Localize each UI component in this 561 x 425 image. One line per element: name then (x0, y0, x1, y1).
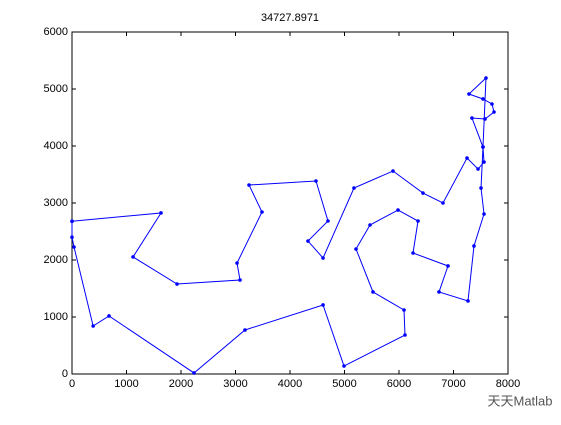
x-tick-label: 2000 (169, 378, 193, 390)
route-point (470, 116, 474, 120)
y-tick-label: 0 (62, 368, 68, 380)
y-tick-label: 4000 (44, 140, 68, 152)
x-tick-label: 4000 (278, 378, 302, 390)
route-point (481, 97, 485, 101)
x-tick-label: 6000 (387, 378, 411, 390)
route-point (402, 308, 406, 312)
route-point (159, 211, 163, 215)
route-point (91, 324, 95, 328)
route-point (483, 117, 487, 121)
x-tick-label: 1000 (114, 378, 138, 390)
route-point (411, 251, 415, 255)
y-tick-label: 3000 (44, 197, 68, 209)
route-point (492, 110, 496, 114)
chart-title: 34727.8971 (261, 12, 319, 24)
x-tick-label: 5000 (332, 378, 356, 390)
route-point (481, 145, 485, 149)
route-point (70, 219, 74, 224)
route-point (314, 179, 318, 183)
route-point (192, 371, 196, 375)
route-point (175, 282, 179, 286)
route-point (371, 290, 375, 294)
route-point (238, 278, 242, 282)
route-point (396, 208, 400, 212)
route-point (476, 167, 480, 171)
route-point (482, 212, 486, 216)
route-point (437, 290, 441, 294)
route-point (416, 219, 420, 223)
route-point (235, 261, 239, 265)
y-tick-label: 5000 (44, 83, 68, 95)
route-point (131, 255, 135, 259)
route-point (72, 245, 76, 249)
route-point (484, 76, 488, 80)
route-point (107, 314, 111, 318)
route-point (421, 191, 425, 195)
route-point (490, 102, 494, 106)
route-point (260, 210, 264, 214)
route-point (479, 186, 483, 190)
route-point (243, 328, 247, 332)
route-point (368, 223, 372, 227)
route-point (354, 247, 358, 251)
route-point (391, 169, 395, 173)
route-point (326, 219, 330, 223)
axes-box (71, 31, 509, 375)
x-tick-label: 3000 (223, 378, 247, 390)
route-point (482, 160, 486, 164)
route-point (465, 156, 469, 160)
route-point (441, 201, 445, 205)
route-point (467, 92, 471, 96)
route-point (342, 364, 346, 368)
x-tick-label: 0 (69, 378, 75, 390)
route-point (403, 333, 407, 337)
y-tick-label: 1000 (44, 311, 68, 323)
route-point (321, 303, 325, 307)
x-tick-label: 8000 (496, 378, 520, 390)
route-point (70, 235, 74, 239)
route-point (472, 244, 476, 248)
route-point (466, 299, 470, 303)
route-point (306, 239, 310, 243)
x-tick-label: 7000 (441, 378, 465, 390)
y-tick-label: 6000 (44, 26, 68, 38)
route-point (446, 264, 450, 268)
y-tick-label: 2000 (44, 254, 68, 266)
watermark: 天天Matlab (487, 393, 552, 408)
route-point (352, 186, 356, 190)
route-point (321, 256, 325, 260)
route-point (247, 183, 251, 187)
